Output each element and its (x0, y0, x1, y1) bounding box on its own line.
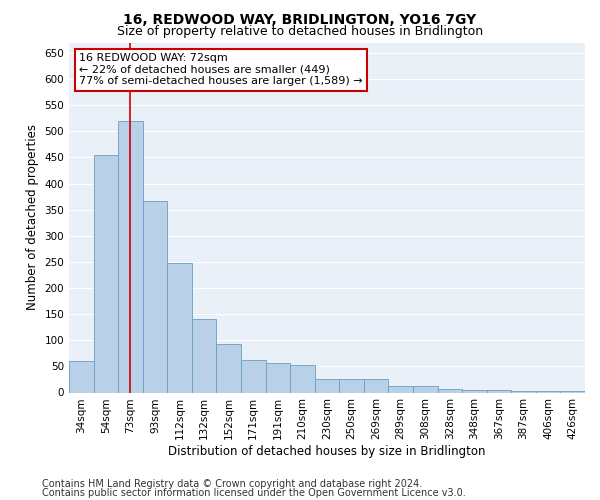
Bar (118, 121, 143, 392)
Bar (364, 380, 388, 392)
Bar (167, 264, 192, 392)
Bar (511, 391, 536, 392)
Bar (462, 390, 487, 392)
Text: 16 REDWOOD WAY: 72sqm
← 22% of detached houses are smaller (449)
77% of semi-det: 16 REDWOOD WAY: 72sqm ← 22% of detached … (79, 53, 363, 86)
Bar (266, 362, 290, 392)
Bar (413, 386, 437, 392)
Bar (487, 390, 511, 392)
Bar (143, 201, 167, 392)
Text: Contains HM Land Registry data © Crown copyright and database right 2024.: Contains HM Land Registry data © Crown c… (42, 479, 422, 489)
Bar (241, 360, 266, 392)
Bar (192, 320, 217, 392)
Text: 16, REDWOOD WAY, BRIDLINGTON, YO16 7GY: 16, REDWOOD WAY, BRIDLINGTON, YO16 7GY (124, 12, 476, 26)
X-axis label: Distribution of detached houses by size in Bridlington: Distribution of detached houses by size … (168, 445, 486, 458)
Bar (437, 389, 462, 392)
Bar (217, 344, 241, 393)
Text: Size of property relative to detached houses in Bridlington: Size of property relative to detached ho… (117, 25, 483, 38)
Bar (69, 361, 94, 392)
Bar (315, 380, 339, 392)
Bar (290, 365, 315, 392)
Bar (536, 391, 560, 392)
Y-axis label: Number of detached properties: Number of detached properties (26, 124, 39, 310)
Text: Contains public sector information licensed under the Open Government Licence v3: Contains public sector information licen… (42, 488, 466, 498)
Bar (94, 155, 118, 392)
Bar (388, 386, 413, 392)
Bar (339, 380, 364, 392)
